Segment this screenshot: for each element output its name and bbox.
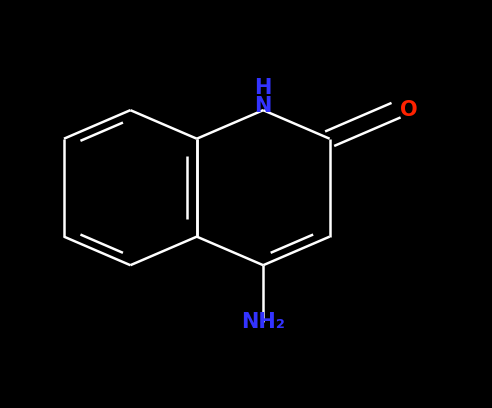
Text: O: O bbox=[400, 100, 417, 120]
Text: N: N bbox=[254, 96, 272, 116]
Text: H: H bbox=[254, 78, 272, 98]
Text: NH₂: NH₂ bbox=[241, 312, 285, 333]
